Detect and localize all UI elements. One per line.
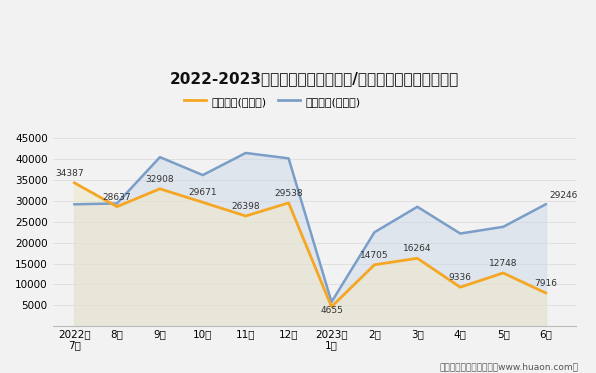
Title: 2022-2023年红河州（境内目的地/货源地）进、出口额统计: 2022-2023年红河州（境内目的地/货源地）进、出口额统计 bbox=[170, 71, 459, 86]
Text: 29671: 29671 bbox=[188, 188, 217, 197]
Text: 29538: 29538 bbox=[274, 189, 303, 198]
Text: 制图：华经产业研究院（www.huaon.com）: 制图：华经产业研究院（www.huaon.com） bbox=[439, 362, 578, 371]
Text: 9336: 9336 bbox=[449, 273, 472, 282]
Text: 32908: 32908 bbox=[145, 175, 174, 184]
Legend: 出口总额(万美元), 进口总额(万美元): 出口总额(万美元), 进口总额(万美元) bbox=[179, 91, 365, 111]
Text: 12748: 12748 bbox=[489, 259, 517, 268]
Text: 26398: 26398 bbox=[231, 202, 260, 211]
Text: 7916: 7916 bbox=[535, 279, 558, 288]
Text: 16264: 16264 bbox=[403, 244, 432, 253]
Text: 4655: 4655 bbox=[320, 306, 343, 315]
Text: 34387: 34387 bbox=[55, 169, 84, 178]
Text: 29246: 29246 bbox=[550, 191, 578, 200]
Text: 14705: 14705 bbox=[360, 251, 389, 260]
Text: 28637: 28637 bbox=[103, 192, 131, 202]
